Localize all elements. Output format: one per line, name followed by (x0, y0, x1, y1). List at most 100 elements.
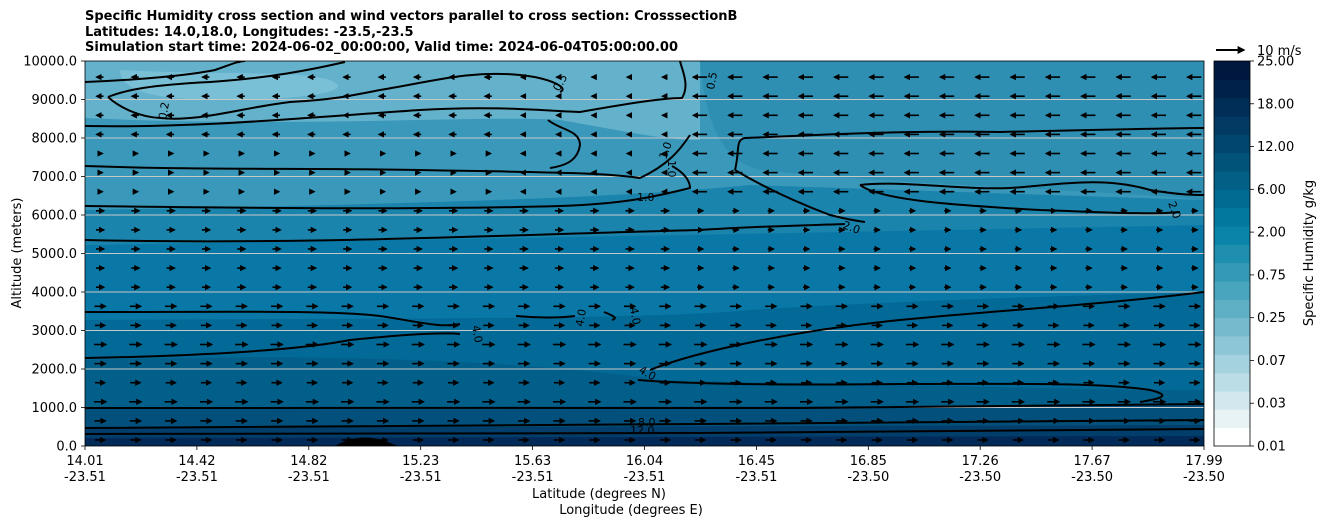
colorbar-frame (1213, 60, 1251, 447)
colorbar-swatch (1214, 391, 1250, 410)
band-right-upper (700, 61, 1204, 200)
y-tick-label: 5000.0 (32, 247, 78, 262)
y-tick-label: 10000.0 (23, 55, 77, 70)
y-tick-label: 4000.0 (32, 286, 78, 301)
colorbar-swatch (1214, 317, 1250, 337)
contour-label-4.0-b: 4.0 (573, 308, 589, 327)
colorbar-swatch (1214, 427, 1250, 447)
colorbar-swatch (1214, 171, 1250, 190)
contour-0.2 (85, 61, 246, 83)
colorbar-tick-label: 18.00 (1257, 97, 1294, 112)
title-line-1: Specific Humidity cross section and wind… (85, 9, 738, 24)
contour-0.2-loop (107, 61, 381, 120)
y-gridlines (85, 99, 1204, 408)
colorbar-swatch (1214, 409, 1250, 429)
x-tick-label-lat: 17.26 (962, 454, 999, 469)
colorbar-swatch (1214, 336, 1250, 355)
colorbar-swatch (1214, 207, 1250, 227)
y-tick-label: 8000.0 (32, 132, 78, 147)
y-tick-label: 9000.0 (32, 93, 78, 108)
colorbar-label: Specific Humidity g/kg (1302, 180, 1317, 326)
x-tick-label-lat: 16.04 (626, 454, 663, 469)
y-axis-label: Altitude (meters) (10, 198, 25, 309)
colorbar-swatch (1214, 189, 1250, 209)
y-tick-label: 7000.0 (32, 170, 78, 185)
contour-labels: 0.5 0.2 0.5 0.5 1.0 1.0 1.0 2.0 2.0 4.0 … (156, 49, 1183, 437)
contour-label-2.0-a: 2.0 (841, 219, 862, 237)
title-line-3: Simulation start time: 2024-06-02_00:00:… (85, 40, 678, 55)
band-driest (120, 70, 338, 100)
x-tick-label-lat: 15.63 (514, 454, 551, 469)
colorbar-tick-label: 25.00 (1257, 55, 1294, 70)
x-tick-label-lat: 15.23 (402, 454, 439, 469)
y-tick-label: 1000.0 (32, 401, 78, 416)
contour-8.0 (85, 403, 1204, 429)
colorbar-swatch (1214, 244, 1250, 264)
x-tick-label-lon: -23.51 (735, 470, 777, 485)
contour-label-12.0: 12.0 (630, 424, 655, 437)
colorbar-tick-label: 12.00 (1257, 140, 1294, 155)
colorbar-swatch (1214, 299, 1250, 319)
x-tick-label-lon: -23.50 (959, 470, 1001, 485)
colorbar-swatch (1214, 262, 1250, 282)
contour-label-2.0-b: 2.0 (1165, 200, 1183, 221)
contour-label-1.0-c: 1.0 (637, 191, 655, 204)
title-line-2: Latitudes: 14.0,18.0, Longitudes: -23.5,… (85, 24, 414, 40)
x-tick-label-lat: 17.99 (1185, 454, 1222, 469)
x-tick-label-lat: 16.45 (738, 454, 775, 469)
colorbar-swatch (1214, 226, 1250, 245)
x-tick-label-lat: 16.85 (850, 454, 887, 469)
colorbar-ticks: 0.01 0.03 0.07 0.25 0.75 2.00 6.00 12.00 18.00 25… (1250, 55, 1294, 455)
colorbar-tick-label: 0.75 (1257, 268, 1286, 283)
x-axis-label-2: Longitude (degrees E) (559, 503, 703, 518)
colorbar (1214, 61, 1250, 447)
colorbar-swatch (1214, 61, 1250, 80)
contour-label-4.0-c: 4.0 (627, 306, 643, 325)
x-tick-label-lon: -23.51 (512, 470, 554, 485)
x-tick-label-lon: -23.50 (847, 470, 889, 485)
colorbar-swatch (1214, 372, 1250, 392)
y-axis: 0.0 1000.0 2000.0 3000.0 4000.0 5000.0 6000.0 7… (23, 55, 85, 455)
colorbar-tick-label: 0.03 (1257, 397, 1286, 412)
contour-12.0 (85, 428, 1204, 435)
colorbar-swatch (1214, 116, 1250, 135)
y-tick-label: 0.0 (56, 440, 77, 455)
contour-label-0.5-b: 0.5 (704, 71, 720, 90)
colorbar-swatch (1214, 152, 1250, 172)
y-tick-label: 6000.0 (32, 209, 78, 224)
contour-0.5-b (547, 119, 582, 169)
x-tick-label-lon: -23.50 (1183, 470, 1225, 485)
colorbar-tick-label: 2.00 (1257, 226, 1286, 241)
colorbar-swatch (1214, 97, 1250, 117)
colorbar-tick-label: 6.00 (1257, 183, 1286, 198)
x-tick-label-lat: 17.67 (1073, 454, 1110, 469)
y-tick-label: 2000.0 (32, 363, 78, 378)
contour-2.0 (85, 127, 1204, 243)
x-axis: 14.01-23.5114.42-23.5114.82-23.5115.23-2… (64, 446, 1225, 485)
colorbar-tick-label: 0.07 (1257, 354, 1286, 369)
contour-label-8.0: 8.0 (638, 416, 656, 429)
contour-lines (85, 61, 1204, 435)
colorbar-tick-label: 0.25 (1257, 311, 1286, 326)
y-tick-label: 3000.0 (32, 324, 78, 339)
x-tick-label-lon: -23.50 (1071, 470, 1113, 485)
contour-label-0.2-top: 0.5 (233, 49, 254, 67)
quiver-key-label: 10 m/s (1257, 44, 1302, 59)
contour-label-4.0-a: 4.0 (469, 324, 485, 343)
contour-label-1.0-b: 1.0 (665, 160, 678, 178)
x-tick-label-lon: -23.51 (176, 470, 218, 485)
colorbar-swatch (1214, 281, 1250, 300)
x-axis-label: Latitude (degrees N) (532, 487, 666, 502)
x-tick-label-lon: -23.51 (624, 470, 666, 485)
contour-4.0 (85, 291, 1204, 403)
plot-area: 0.5 0.2 0.5 0.5 1.0 1.0 1.0 2.0 2.0 4.0 … (85, 49, 1204, 446)
colorbar-swatch (1214, 354, 1250, 374)
x-tick-label-lon: -23.51 (64, 470, 106, 485)
colorbar-tick-label: 0.01 (1257, 440, 1286, 455)
x-tick-label-lat: 14.01 (66, 454, 103, 469)
x-tick-label-lon: -23.51 (400, 470, 442, 485)
x-tick-label-lat: 14.42 (178, 454, 215, 469)
wind-vectors (94, 73, 1202, 444)
colorbar-swatch (1214, 79, 1250, 99)
